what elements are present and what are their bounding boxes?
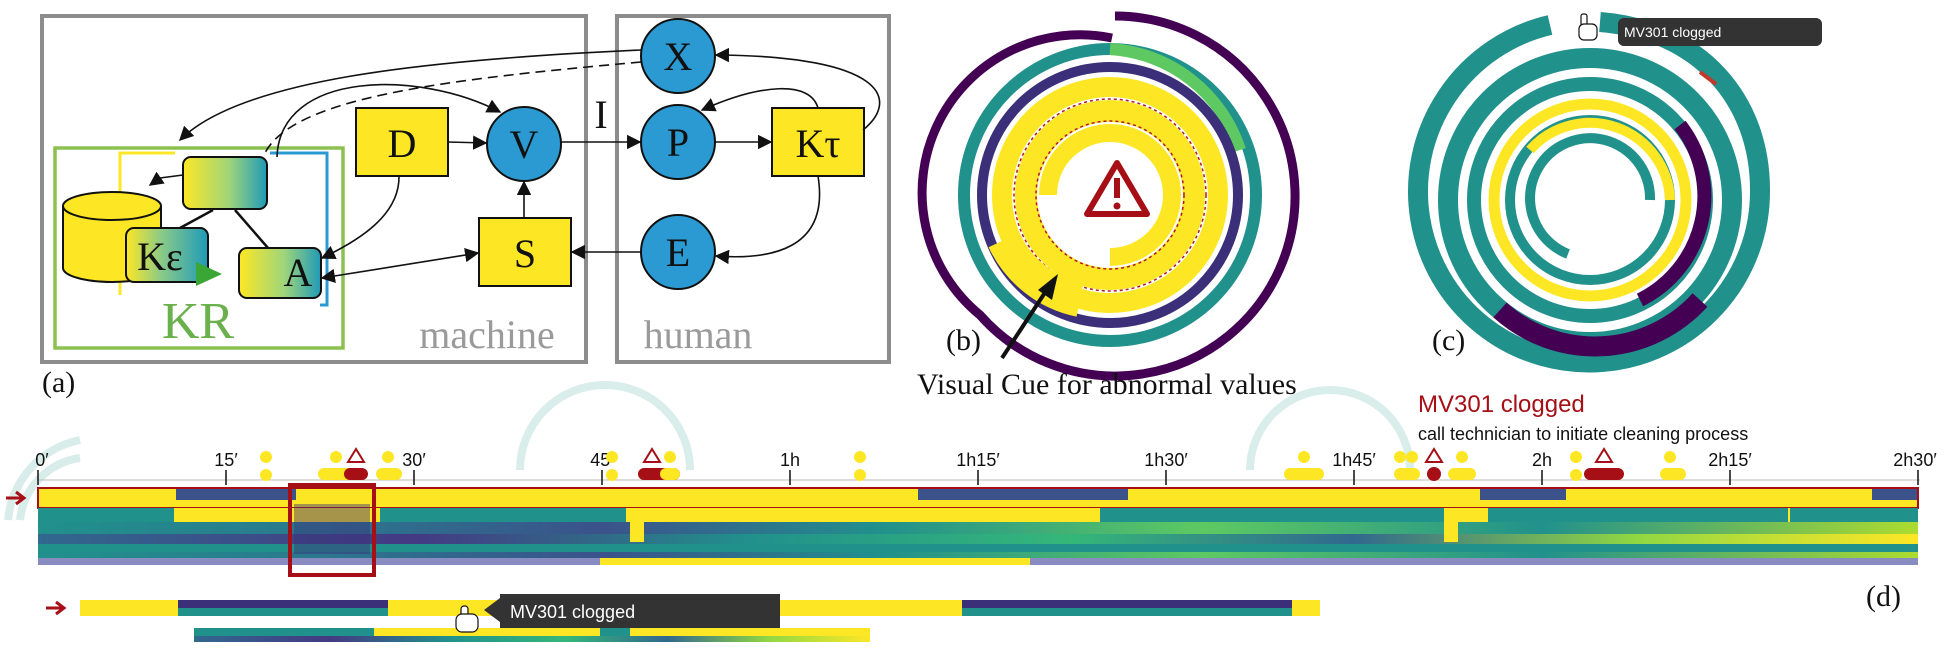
event-markers [260, 447, 1686, 481]
main-timeline [6, 483, 1919, 577]
v-node-label: V [510, 122, 539, 167]
d-node-label: D [388, 121, 417, 166]
panel-b-label: (b) [946, 324, 981, 357]
tick-label: 1h15′ [956, 450, 1000, 470]
human-frame [615, 14, 891, 364]
k-eps-node-label: Kε [137, 234, 183, 279]
alarm-title: MV301 clogged [1418, 391, 1585, 418]
tick-label: 2h [1532, 450, 1552, 470]
k-tau-node-label: Kτ [796, 121, 841, 166]
blue-inner-frame [270, 151, 329, 307]
zoom-selection-box[interactable] [288, 483, 376, 577]
zoomed-timeline: MV301 clogged [46, 594, 1320, 642]
tick-label: 15′ [214, 450, 238, 470]
panel-d-label: (d) [1866, 580, 1901, 613]
mv301-tooltip-c: MV301 clogged [1618, 18, 1822, 46]
tick-label: 1h45′ [1332, 450, 1376, 470]
tick-label: 1h [780, 450, 800, 470]
edge-label-i: I [594, 92, 607, 137]
panel-c-label: (c) [1432, 324, 1465, 357]
kr-link [234, 209, 269, 249]
alarm-marker [1698, 70, 1718, 86]
red-arrow-icon [46, 600, 67, 616]
time-axis: 0′ 15′ 30′ 45′ 1h 1h15′ 1h30′ 1h45′ 2h 2… [35, 450, 1937, 485]
kr-label: KR [162, 293, 235, 350]
k-eps-node [125, 227, 209, 283]
cue-arrow [1000, 286, 1050, 360]
x-node-label: X [664, 34, 693, 79]
tick-label: 2h30′ [1893, 450, 1937, 470]
gradient-model-node [182, 156, 268, 210]
panel-b-spiral: (b) Visual Cue for abnormal values [917, 11, 1300, 401]
tooltip-text-d: MV301 clogged [510, 602, 635, 622]
kr-link [179, 208, 214, 230]
tick-label: 1h30′ [1144, 450, 1188, 470]
panel-c-spiral: MV301 clogged (c) [1408, 12, 1822, 373]
p-node-label: P [667, 120, 689, 165]
visual-cue-caption: Visual Cue for abnormal values [917, 368, 1297, 401]
diagram-edges [148, 47, 881, 284]
hand-cursor-icon [455, 605, 479, 633]
panel-a-diagram: X P E V D S Kτ Kε A I KR machine human (… [40, 14, 891, 399]
a-node-label: A [284, 250, 313, 295]
tick-label: 30′ [402, 450, 426, 470]
alarm-subtitle: call technician to initiate cleaning pro… [1418, 424, 1748, 444]
panel-d-timeline: MV301 clogged call technician to initiat… [4, 381, 1937, 642]
panel-a-label: (a) [42, 366, 75, 399]
d-node [355, 107, 449, 177]
e-node-label: E [666, 230, 690, 275]
s-node-label: S [514, 231, 536, 276]
red-arrow-icon [6, 490, 27, 506]
machine-label: machine [419, 312, 555, 357]
tick-label: 0′ [35, 450, 49, 470]
hand-cursor-icon [1578, 13, 1598, 41]
tick-label: 2h15′ [1708, 450, 1752, 470]
machine-frame [40, 14, 588, 364]
warning-icon [1084, 160, 1150, 217]
play-triangle-icon [196, 262, 222, 286]
human-label: human [644, 312, 753, 357]
tooltip-text-c: MV301 clogged [1624, 24, 1721, 40]
mv301-tooltip-d: MV301 clogged [484, 594, 780, 628]
